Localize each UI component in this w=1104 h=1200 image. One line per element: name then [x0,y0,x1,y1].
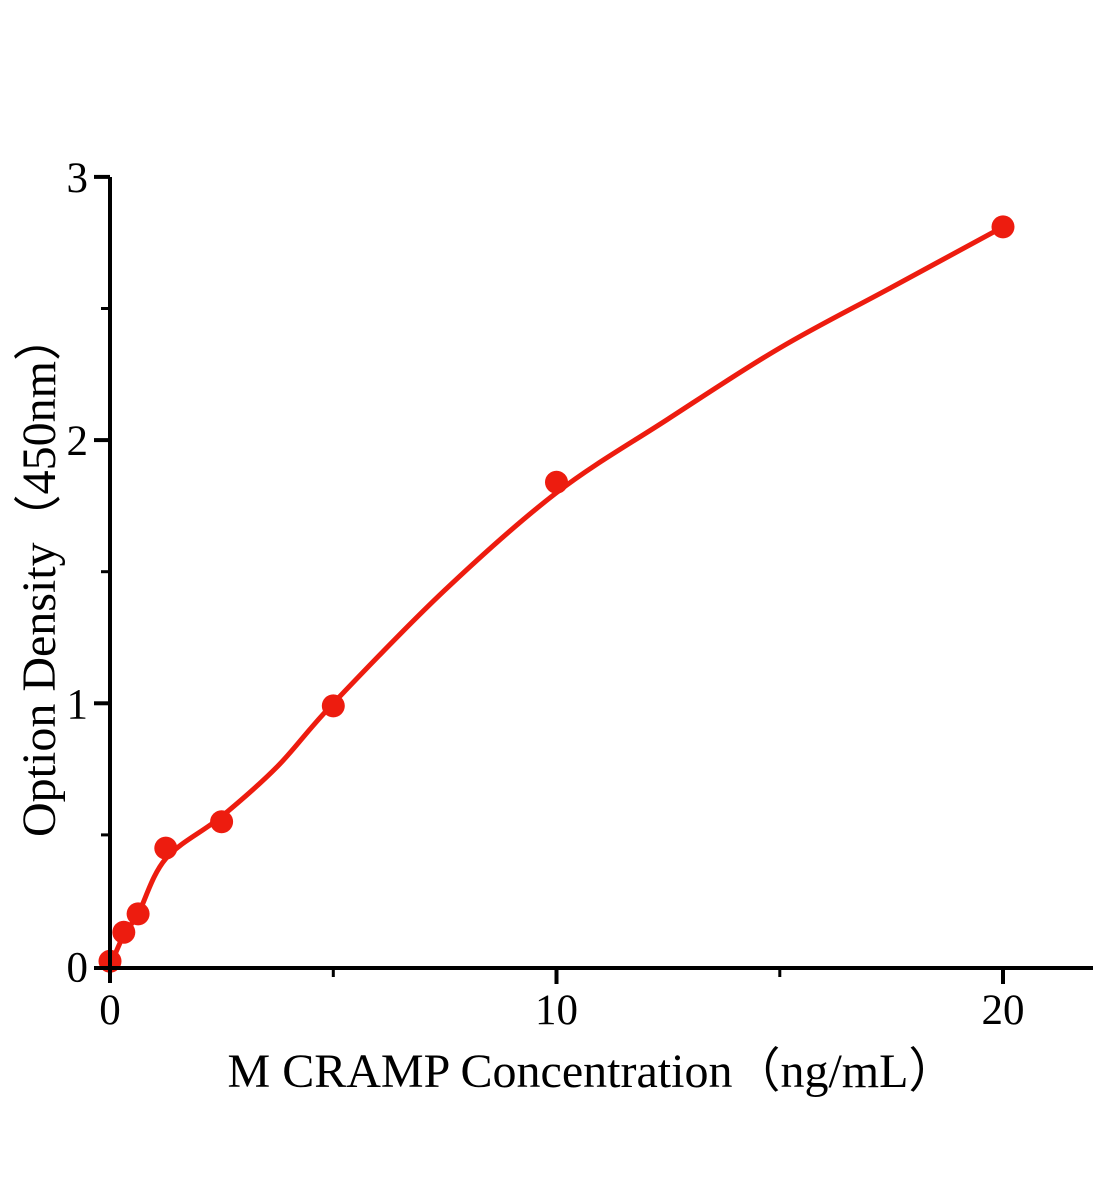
fit-curve-layer [107,224,1006,969]
y-tick-label: 1 [67,681,89,728]
data-point [112,920,136,944]
x-axis-title: M CRAMP Concentration（ng/mL） [228,1045,957,1098]
y-tick-label: 0 [67,945,89,992]
y-axis-title: Option Density（450nm） [13,313,66,837]
data-point [154,836,178,860]
data-points-layer [98,215,1015,973]
x-tick-label: 10 [535,987,578,1034]
x-tick-label: 20 [982,987,1025,1034]
data-point [126,902,150,926]
data-point [991,215,1015,239]
y-tick-label: 2 [67,418,89,465]
data-point [321,694,345,718]
fit-curve-line [107,224,1006,969]
x-tick-label: 0 [99,987,121,1034]
data-point [210,810,234,834]
tick-labels-layer: 0 1 2 3 0 10 20 [67,155,1025,1034]
y-tick-label: 3 [67,155,89,202]
axes-layer [94,174,1093,984]
data-point [545,470,568,494]
